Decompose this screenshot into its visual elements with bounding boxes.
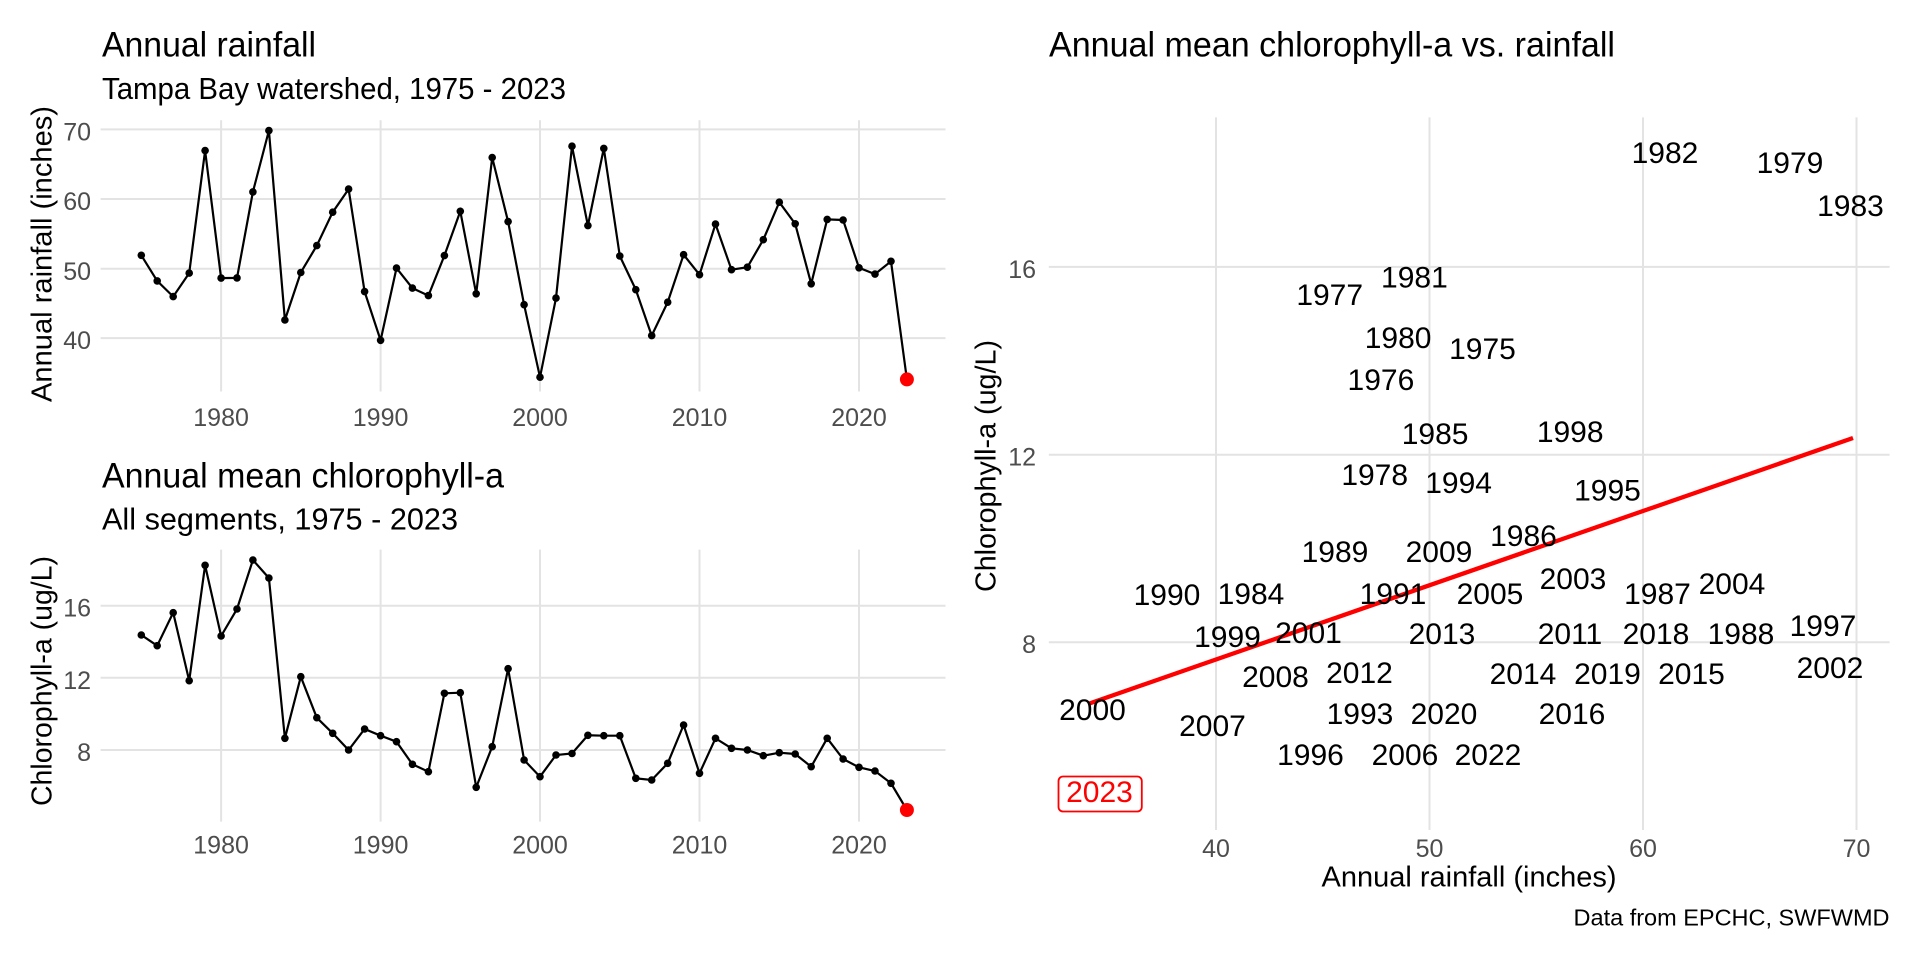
svg-text:1993: 1993 — [1327, 698, 1394, 731]
svg-text:2008: 2008 — [1242, 661, 1309, 694]
svg-text:2000: 2000 — [1059, 694, 1126, 727]
svg-text:Chlorophyll-a (ug/L): Chlorophyll-a (ug/L) — [971, 340, 1003, 592]
svg-text:1991: 1991 — [1360, 578, 1427, 611]
svg-text:Chlorophyll-a (ug/L): Chlorophyll-a (ug/L) — [26, 556, 58, 806]
svg-text:50: 50 — [63, 258, 91, 286]
svg-text:Annual rainfall: Annual rainfall — [102, 26, 316, 65]
svg-text:8: 8 — [77, 739, 91, 767]
svg-text:16: 16 — [1008, 256, 1036, 284]
svg-text:2023: 2023 — [1066, 776, 1133, 809]
svg-text:2016: 2016 — [1539, 698, 1606, 731]
svg-text:1985: 1985 — [1402, 418, 1469, 451]
svg-text:2004: 2004 — [1699, 568, 1766, 601]
svg-text:1996: 1996 — [1277, 739, 1344, 772]
svg-text:2006: 2006 — [1372, 739, 1439, 772]
svg-text:Annual rainfall (inches): Annual rainfall (inches) — [26, 106, 58, 402]
svg-text:2001: 2001 — [1275, 617, 1342, 650]
svg-text:2012: 2012 — [1326, 657, 1393, 690]
svg-text:Tampa Bay watershed, 1975 - 20: Tampa Bay watershed, 1975 - 2023 — [102, 71, 566, 106]
svg-text:2011: 2011 — [1538, 618, 1603, 651]
svg-text:1994: 1994 — [1425, 467, 1492, 500]
svg-text:70: 70 — [63, 118, 91, 146]
svg-text:1979: 1979 — [1757, 147, 1824, 180]
svg-text:Annual rainfall (inches): Annual rainfall (inches) — [1322, 862, 1617, 894]
svg-text:1988: 1988 — [1708, 618, 1775, 651]
svg-text:Annual mean chlorophyll-a: Annual mean chlorophyll-a — [102, 456, 505, 495]
svg-text:All segments, 1975 - 2023: All segments, 1975 - 2023 — [102, 502, 458, 537]
svg-text:12: 12 — [63, 667, 91, 695]
svg-text:1999: 1999 — [1194, 621, 1261, 654]
svg-text:2020: 2020 — [831, 832, 887, 860]
svg-text:1990: 1990 — [353, 404, 409, 432]
svg-text:50: 50 — [1416, 835, 1444, 863]
svg-text:2000: 2000 — [512, 404, 568, 432]
svg-text:2009: 2009 — [1406, 536, 1473, 569]
svg-text:1986: 1986 — [1490, 520, 1557, 553]
svg-text:1982: 1982 — [1632, 137, 1699, 170]
svg-text:2010: 2010 — [672, 832, 728, 860]
svg-text:1977: 1977 — [1296, 279, 1363, 312]
svg-text:1995: 1995 — [1574, 474, 1641, 507]
svg-text:1984: 1984 — [1218, 578, 1285, 611]
svg-text:1978: 1978 — [1341, 459, 1408, 492]
svg-text:8: 8 — [1022, 631, 1036, 659]
svg-text:1987: 1987 — [1624, 578, 1691, 611]
svg-text:1998: 1998 — [1537, 416, 1604, 449]
svg-text:2020: 2020 — [831, 404, 887, 432]
svg-text:2020: 2020 — [1411, 698, 1478, 731]
svg-text:Annual mean chlorophyll-a vs.: Annual mean chlorophyll-a vs. rainfall — [1049, 26, 1615, 65]
svg-text:2022: 2022 — [1455, 739, 1522, 772]
svg-text:2014: 2014 — [1490, 658, 1557, 691]
svg-text:2002: 2002 — [1797, 652, 1864, 685]
svg-text:60: 60 — [63, 188, 91, 216]
svg-text:60: 60 — [1629, 835, 1657, 863]
svg-text:2005: 2005 — [1457, 578, 1524, 611]
svg-text:1980: 1980 — [193, 404, 249, 432]
svg-text:1980: 1980 — [193, 832, 249, 860]
svg-text:1980: 1980 — [1365, 322, 1432, 355]
svg-text:1975: 1975 — [1449, 333, 1516, 366]
svg-text:1976: 1976 — [1348, 364, 1415, 397]
svg-text:16: 16 — [63, 595, 91, 623]
svg-text:1997: 1997 — [1790, 610, 1857, 643]
svg-text:40: 40 — [63, 327, 91, 355]
svg-text:70: 70 — [1843, 835, 1871, 863]
svg-text:40: 40 — [1202, 835, 1230, 863]
svg-text:2003: 2003 — [1540, 563, 1607, 596]
svg-text:2018: 2018 — [1623, 618, 1690, 651]
svg-text:2019: 2019 — [1574, 658, 1641, 691]
svg-text:2015: 2015 — [1658, 658, 1725, 691]
svg-text:1989: 1989 — [1302, 536, 1369, 569]
svg-text:2007: 2007 — [1179, 710, 1246, 743]
svg-text:1990: 1990 — [1134, 579, 1201, 612]
svg-text:1981: 1981 — [1381, 262, 1448, 295]
svg-text:1983: 1983 — [1817, 190, 1884, 223]
svg-text:12: 12 — [1008, 444, 1036, 472]
svg-text:2000: 2000 — [512, 832, 568, 860]
svg-text:2013: 2013 — [1409, 618, 1476, 651]
svg-text:Data from EPCHC, SWFWMD: Data from EPCHC, SWFWMD — [1574, 905, 1890, 931]
svg-text:2010: 2010 — [672, 404, 728, 432]
svg-text:1990: 1990 — [353, 832, 409, 860]
